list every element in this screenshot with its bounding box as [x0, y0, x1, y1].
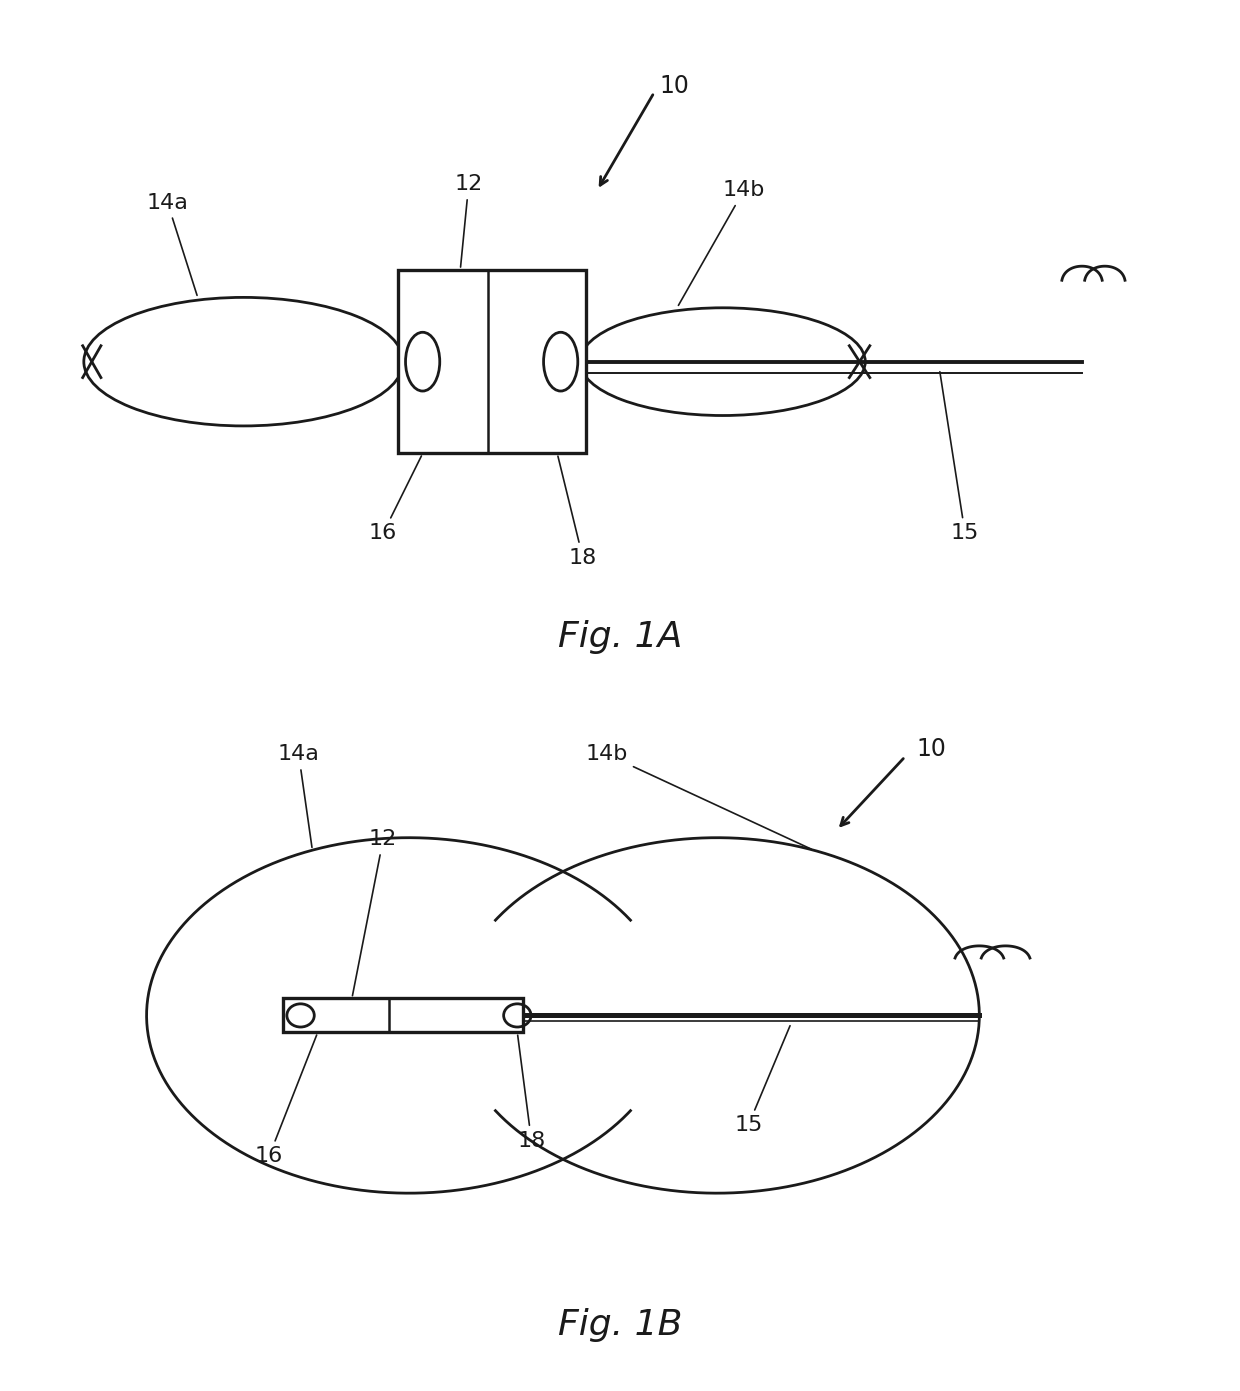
Text: 14b: 14b	[678, 181, 765, 306]
Text: 16: 16	[255, 1035, 316, 1166]
Text: 12: 12	[455, 174, 482, 267]
Text: 10: 10	[916, 737, 946, 761]
Text: 18: 18	[517, 1035, 546, 1150]
Text: 15: 15	[940, 371, 980, 542]
Text: 14b: 14b	[585, 744, 811, 849]
Text: 10: 10	[660, 74, 689, 99]
Text: Fig. 1A: Fig. 1A	[558, 620, 682, 654]
Text: 14a: 14a	[278, 744, 320, 847]
Text: 15: 15	[734, 1025, 790, 1135]
Text: 16: 16	[370, 456, 422, 542]
Text: 18: 18	[558, 456, 596, 568]
Text: 12: 12	[352, 829, 397, 996]
Text: Fig. 1B: Fig. 1B	[558, 1308, 682, 1341]
Bar	[398, 270, 585, 453]
Text: 14a: 14a	[146, 192, 197, 295]
Bar	[284, 999, 523, 1032]
